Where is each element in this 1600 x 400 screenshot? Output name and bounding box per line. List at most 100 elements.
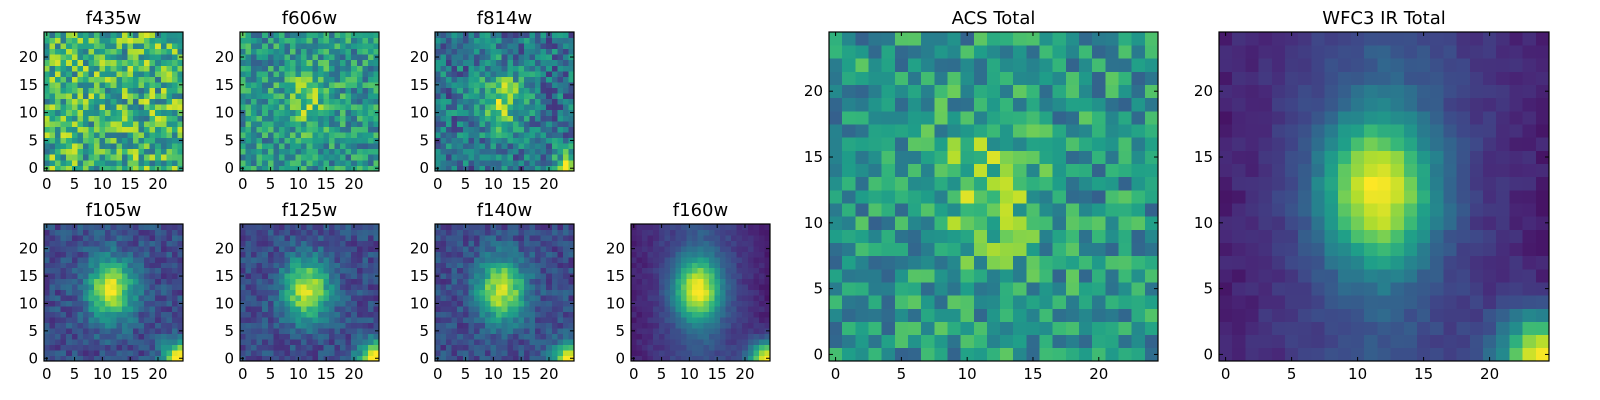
heatmap-cell [71,115,78,122]
heatmap-cell [155,273,162,280]
heatmap-cell [753,284,760,291]
heatmap-cell [284,300,291,307]
heatmap-cell [278,350,285,356]
heatmap-cell [44,48,50,55]
heatmap-cell [518,82,525,88]
heatmap-cell [132,43,139,50]
heatmap-cell [557,154,564,161]
heatmap-cell [55,229,62,236]
heatmap-cell [562,70,569,77]
heatmap-cell [947,229,961,243]
heatmap-cell [340,137,347,144]
heatmap-cell [71,311,78,318]
heatmap-cell [82,355,89,362]
heatmap-cell [127,306,134,313]
heatmap-cell [160,148,167,155]
heatmap-cell [262,126,269,133]
heatmap-cell [138,32,145,38]
heatmap-cell [317,284,324,291]
heatmap-cell [501,132,508,139]
heatmap-cell [278,132,285,139]
heatmap-cell [116,132,123,139]
heatmap-cell [753,344,760,351]
heatmap-cell [642,284,649,291]
heatmap-cell [345,350,352,356]
heatmap-cell [518,311,525,318]
heatmap-cell [99,256,106,263]
heatmap-cell [262,143,269,150]
heatmap-cell [451,317,458,324]
heatmap-cell [328,328,335,334]
heatmap-cell [340,224,347,230]
heatmap-cell [446,159,453,166]
heatmap-cell [340,104,347,111]
heatmap-cell [351,137,358,144]
heatmap-cell [1065,334,1080,349]
heatmap-cell [284,126,291,133]
heatmap-cell [171,245,178,252]
heatmap-cell [490,48,497,55]
heatmap-cell [468,76,475,83]
x-tick-label: 10 [93,175,112,193]
y-tick-label: 5 [28,322,38,340]
heatmap-cell [457,355,464,362]
heatmap-cell [881,203,896,217]
heatmap-cell [367,251,374,258]
heatmap-cell [546,344,553,351]
heatmap-cell [557,234,564,241]
heatmap-cell [681,240,687,247]
heatmap-cell [714,245,721,252]
heatmap-cell [490,59,497,66]
heatmap-cell [1000,268,1014,283]
heatmap-cell [485,262,491,269]
heatmap-cell [306,126,313,133]
heatmap-cell [155,322,162,329]
heatmap-cell [518,54,525,61]
heatmap-cell [121,295,128,302]
heatmap-cell [166,159,173,166]
heatmap-cell [842,163,856,178]
heatmap-cell [99,300,106,307]
heatmap-cell [457,256,464,263]
heatmap-cell [490,306,497,313]
heatmap-cell [658,234,665,241]
heatmap-cell [82,104,89,111]
heatmap-cell [1000,334,1014,349]
heatmap-cell [725,333,732,340]
heatmap-cell [138,76,145,83]
heatmap-cell [551,120,558,127]
heatmap-cell [345,126,352,133]
heatmap-cell [138,256,145,263]
heatmap-cell [894,189,909,204]
heatmap-cell [171,289,178,296]
heatmap-cell [451,234,458,241]
heatmap-cell [351,70,358,77]
heatmap-cell [328,350,335,356]
heatmap-cell [490,350,497,356]
heatmap-cell [1092,255,1106,270]
heatmap-cell [921,255,935,270]
heatmap-cell [719,289,726,296]
heatmap-cell [278,355,285,362]
heatmap-cell [462,295,469,302]
heatmap-cell [82,240,89,247]
heatmap-cell [312,251,319,258]
heatmap-cell [144,311,151,318]
heatmap-cell [568,251,575,258]
heatmap-cell [301,278,308,285]
heatmap-cell [373,148,380,155]
heatmap-cell [55,115,62,122]
heatmap-cell [245,126,252,133]
heatmap-cell [317,159,324,166]
heatmap-cell [273,256,280,263]
heatmap-cell [568,306,575,313]
heatmap-cell [719,256,726,263]
heatmap-cell [736,234,743,241]
heatmap-cell [529,240,536,247]
heatmap-cell [435,262,441,269]
heatmap-cell [323,322,330,329]
heatmap-cell [960,268,975,283]
heatmap-cell [132,48,139,55]
heatmap-cell [479,115,486,122]
heatmap-cell [753,322,760,329]
